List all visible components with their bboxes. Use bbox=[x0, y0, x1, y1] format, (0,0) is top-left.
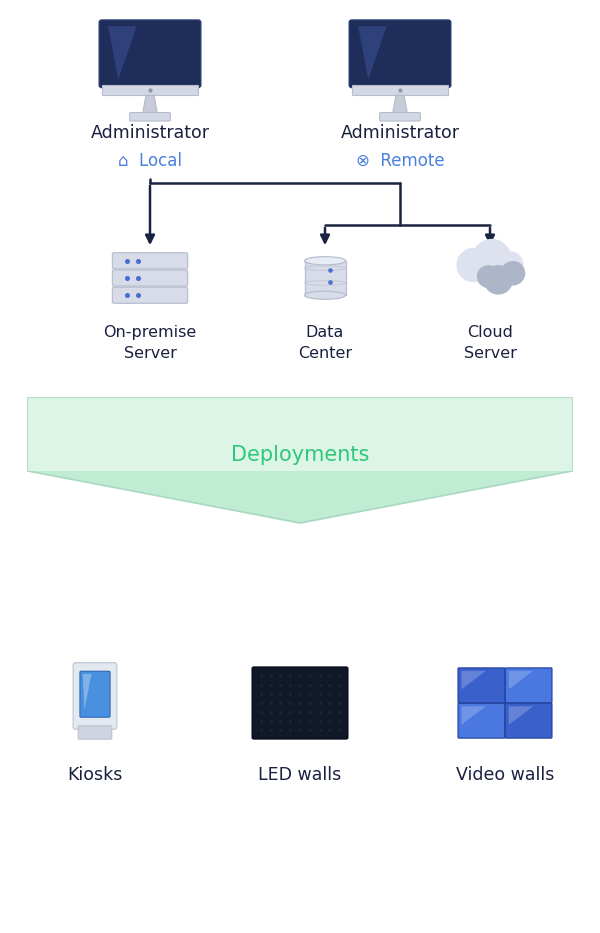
Text: Data
Center: Data Center bbox=[298, 325, 352, 361]
FancyBboxPatch shape bbox=[505, 668, 552, 703]
FancyBboxPatch shape bbox=[380, 113, 421, 121]
Polygon shape bbox=[461, 671, 486, 689]
FancyBboxPatch shape bbox=[349, 20, 451, 88]
Text: Deployments: Deployments bbox=[231, 445, 369, 465]
FancyBboxPatch shape bbox=[101, 85, 198, 95]
Circle shape bbox=[500, 261, 525, 285]
Ellipse shape bbox=[305, 257, 346, 265]
Circle shape bbox=[457, 248, 491, 283]
Text: On-premise
Server: On-premise Server bbox=[103, 325, 197, 361]
FancyBboxPatch shape bbox=[505, 703, 552, 738]
Polygon shape bbox=[461, 706, 486, 725]
FancyBboxPatch shape bbox=[458, 668, 505, 703]
FancyBboxPatch shape bbox=[112, 253, 188, 269]
Text: Administrator: Administrator bbox=[91, 124, 209, 142]
FancyBboxPatch shape bbox=[112, 287, 188, 303]
Circle shape bbox=[484, 265, 513, 295]
Text: Kiosks: Kiosks bbox=[67, 766, 122, 784]
Text: Cloud
Server: Cloud Server bbox=[464, 325, 517, 361]
Polygon shape bbox=[305, 261, 346, 295]
FancyBboxPatch shape bbox=[80, 671, 110, 717]
Circle shape bbox=[496, 251, 524, 279]
Ellipse shape bbox=[305, 291, 346, 299]
Polygon shape bbox=[28, 398, 572, 523]
FancyBboxPatch shape bbox=[352, 85, 448, 95]
FancyBboxPatch shape bbox=[252, 667, 348, 739]
Circle shape bbox=[475, 258, 505, 288]
FancyBboxPatch shape bbox=[99, 20, 201, 88]
Text: LED walls: LED walls bbox=[259, 766, 341, 784]
Circle shape bbox=[472, 239, 511, 278]
FancyBboxPatch shape bbox=[130, 113, 170, 121]
Polygon shape bbox=[108, 26, 137, 79]
Text: Video walls: Video walls bbox=[456, 766, 554, 784]
Polygon shape bbox=[509, 671, 533, 689]
Polygon shape bbox=[358, 26, 386, 79]
FancyBboxPatch shape bbox=[112, 270, 188, 286]
Polygon shape bbox=[143, 95, 157, 114]
Text: ⌂  Local: ⌂ Local bbox=[118, 152, 182, 170]
FancyBboxPatch shape bbox=[78, 726, 112, 739]
Polygon shape bbox=[392, 95, 407, 114]
Polygon shape bbox=[28, 398, 572, 471]
Text: Administrator: Administrator bbox=[341, 124, 460, 142]
Polygon shape bbox=[509, 706, 533, 725]
Circle shape bbox=[477, 265, 500, 288]
Text: ⊗  Remote: ⊗ Remote bbox=[356, 152, 445, 170]
FancyBboxPatch shape bbox=[73, 662, 117, 730]
FancyBboxPatch shape bbox=[458, 703, 505, 738]
Polygon shape bbox=[83, 674, 91, 710]
